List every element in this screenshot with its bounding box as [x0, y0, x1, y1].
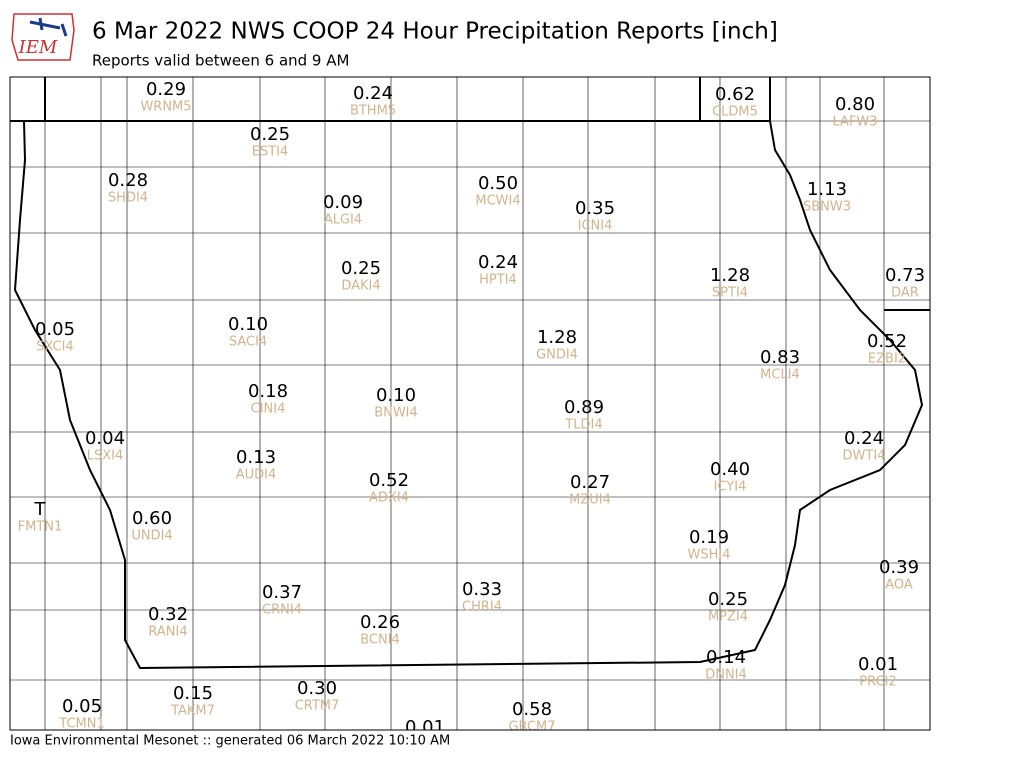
station-value: 1.28	[537, 327, 577, 348]
station-value: 0.25	[341, 258, 381, 279]
station-id: SXCI4	[36, 340, 73, 355]
station-id: CINI4	[251, 402, 286, 417]
station-value: 1.13	[807, 179, 847, 200]
station-value: 0.13	[236, 447, 276, 468]
station-value: 0.24	[353, 83, 393, 104]
station-value: 0.15	[173, 683, 213, 704]
station-value: 0.14	[706, 647, 746, 668]
station-value: 0.25	[708, 589, 748, 610]
station-id: LSXI4	[87, 449, 124, 464]
station-id: HPTI4	[479, 273, 517, 288]
station-id: ICNI4	[578, 219, 613, 234]
station-value: 0.58	[512, 699, 552, 720]
station-value: 0.25	[250, 124, 290, 145]
station-id: RANI4	[148, 625, 187, 640]
station-value: 0.60	[132, 508, 172, 529]
station-id: UNDI4	[131, 529, 172, 544]
station-value: 0.01	[405, 717, 445, 738]
station-value: 0.24	[844, 428, 884, 449]
station-value: 0.09	[323, 192, 363, 213]
state-border	[10, 120, 924, 670]
station-id: MPZI4	[708, 610, 748, 625]
station-value: T	[34, 499, 47, 520]
station-id: ADXI4	[369, 491, 409, 506]
station-id: DAR	[891, 286, 919, 301]
station-id: MZUI4	[569, 493, 611, 508]
station-value: 0.80	[835, 94, 875, 115]
logo-text: IEM	[18, 37, 58, 58]
station-id: WSHI4	[688, 548, 731, 563]
station-id: BNWI4	[374, 406, 418, 421]
station-id: MCWI4	[475, 194, 520, 209]
station-value: 1.28	[710, 265, 750, 286]
station-id: AUDI4	[236, 468, 277, 483]
station-value: 0.73	[885, 265, 925, 286]
station-id: SBNW3	[803, 200, 851, 215]
station-id: TLDI4	[564, 418, 602, 433]
station-id: SHDI4	[108, 191, 148, 206]
station-id: DWTI4	[843, 449, 886, 464]
station-id: AOA	[885, 578, 913, 593]
station-id: ALGI4	[324, 213, 362, 228]
station-value: 0.52	[867, 331, 907, 352]
station-value: 0.18	[248, 381, 288, 402]
station-value: 0.19	[689, 527, 729, 548]
station-value: 0.50	[478, 173, 518, 194]
station-value: 0.28	[108, 170, 148, 191]
station-id: EZBI2	[868, 352, 906, 367]
station-id: WRNM5	[140, 100, 191, 115]
station-value: 0.40	[710, 459, 750, 480]
station-id: TCMN1	[58, 717, 104, 732]
station-value: 0.89	[564, 397, 604, 418]
station-value: 0.83	[760, 347, 800, 368]
station-id: DAKI4	[341, 279, 380, 294]
station-id: BTHM5	[350, 104, 396, 119]
station-id: LAFW3	[832, 115, 877, 130]
station-id: CHRI4	[462, 600, 502, 615]
station-value: 0.29	[146, 79, 186, 100]
station-id: FMTN1	[18, 520, 63, 535]
station-value: 0.37	[262, 582, 302, 603]
station-id: SPTI4	[712, 286, 748, 301]
footer: Iowa Environmental Mesonet :: generated …	[10, 734, 450, 749]
station-value: 0.39	[879, 557, 919, 578]
station-value: 0.32	[148, 604, 188, 625]
station-id: GNDI4	[536, 348, 578, 363]
station-value: 0.24	[478, 252, 518, 273]
station-value: 0.52	[369, 470, 409, 491]
station-value: 0.26	[360, 612, 400, 633]
station-value: 0.01	[858, 654, 898, 675]
station-id: CLDM5	[712, 105, 758, 120]
station-value: 0.10	[376, 385, 416, 406]
station-id: ESTI4	[252, 145, 289, 160]
county-lines	[10, 77, 930, 730]
station-id: PRCI2	[859, 675, 896, 690]
station-id: TAKM7	[170, 704, 215, 719]
station-value: 0.05	[35, 319, 75, 340]
station-value: 0.10	[228, 314, 268, 335]
state-border	[10, 77, 771, 122]
station-id: GRCM7	[508, 720, 555, 735]
station-value: 0.33	[462, 579, 502, 600]
station-value: 0.05	[62, 696, 102, 717]
station-value: 0.35	[575, 198, 615, 219]
station-id: ICYI4	[714, 480, 747, 495]
station-id: MCLI4	[760, 368, 800, 383]
station-value: 0.27	[570, 472, 610, 493]
station-value: 0.62	[715, 84, 755, 105]
map-frame	[9, 76, 931, 731]
title: 6 Mar 2022 NWS COOP 24 Hour Precipitatio…	[92, 19, 778, 45]
station-id: BCNI4	[360, 633, 400, 648]
station-id: CRNI4	[262, 603, 302, 618]
logo: IEM	[11, 13, 75, 61]
subtitle: Reports valid between 6 and 9 AM	[92, 52, 349, 70]
station-id: SACI4	[229, 335, 267, 350]
station-value: 0.04	[85, 428, 125, 449]
station-id: DNNI4	[705, 668, 747, 683]
station-id: CRTM7	[295, 699, 340, 714]
station-value: 0.30	[297, 678, 337, 699]
